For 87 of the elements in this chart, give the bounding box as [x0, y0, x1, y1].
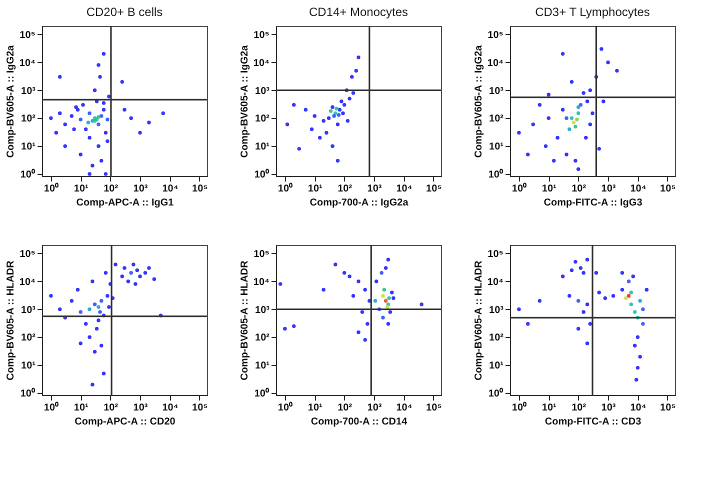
x-axis-title: Comp-APC-A :: CD20: [74, 416, 176, 428]
y-axis-title: Comp-BV605-A :: IgG2a: [239, 44, 250, 158]
x-tick-label: 10⁵: [192, 184, 208, 194]
x-tick-label: 10⁴: [396, 184, 412, 194]
y-tick-label: 10³: [255, 304, 270, 316]
x-tick-label: 10⁴: [162, 402, 178, 414]
x-tick-label: 10²: [572, 402, 587, 414]
x-tick-label: 10²: [338, 402, 353, 414]
y-tick-label: 10⁵: [488, 248, 504, 260]
y-tick-label: 10⁰: [488, 388, 504, 400]
x-tick-label: 10⁰: [512, 402, 527, 414]
y-tick-label: 10³: [489, 304, 504, 316]
y-tick-label: 10¹: [489, 142, 504, 153]
y-tick-label: 10³: [255, 86, 270, 97]
x-tick-label: 10³: [367, 402, 382, 414]
x-tick-label: 10⁵: [426, 402, 442, 414]
y-tick-label: 10⁵: [488, 30, 504, 41]
x-tick-label: 10⁵: [426, 184, 442, 194]
y-tick-label: 10¹: [21, 360, 36, 372]
x-tick-label: 10¹: [74, 184, 90, 194]
y-axis-title: Comp-BV605-A :: IgG2a: [5, 44, 16, 158]
x-tick-label: 10⁰: [44, 182, 59, 194]
y-tick-label: 10³: [21, 304, 36, 316]
y-axis-title: Comp-BV605-A :: HLADR: [239, 260, 250, 380]
chart-title: CD20+ B cells: [86, 5, 163, 20]
y-tick-label: 10³: [489, 86, 504, 97]
y-tick-label: 10¹: [255, 142, 270, 153]
x-tick-label: 10⁵: [660, 402, 676, 414]
x-tick-label: 10⁵: [660, 184, 676, 194]
y-tick-label: 10⁴: [19, 276, 36, 288]
x-tick-label: 10³: [601, 402, 616, 414]
y-tick-label: 10⁵: [254, 30, 270, 41]
x-tick-label: 10⁴: [630, 184, 646, 194]
y-tick-label: 10²: [21, 332, 36, 344]
x-tick-label: 10⁵: [192, 402, 208, 414]
y-tick-label: 10²: [255, 332, 270, 344]
x-tick-label: 10³: [367, 184, 382, 194]
y-tick-label: 10⁴: [487, 276, 504, 288]
y-axis-title: Comp-BV605-A :: HLADR: [5, 260, 16, 380]
y-tick-label: 10²: [489, 114, 504, 125]
x-tick-label: 10¹: [542, 184, 558, 194]
y-tick-label: 10⁴: [253, 276, 270, 288]
y-tick-label: 10⁰: [20, 168, 36, 181]
x-tick-label: 10³: [133, 402, 148, 414]
x-axis-title: Comp-700-A :: IgG2a: [310, 198, 409, 208]
y-tick-label: 10⁵: [20, 30, 36, 41]
x-tick-label: 10⁰: [44, 402, 59, 414]
y-tick-label: 10⁴: [253, 58, 270, 69]
x-axis-title: Comp-APC-A :: IgG1: [76, 198, 174, 208]
x-tick-label: 10¹: [74, 402, 90, 414]
x-tick-label: 10²: [104, 184, 119, 194]
x-tick-label: 10¹: [542, 402, 558, 414]
y-tick-label: 10⁵: [20, 248, 36, 260]
y-tick-label: 10²: [21, 114, 36, 125]
x-tick-label: 10⁰: [512, 182, 527, 194]
y-tick-label: 10⁴: [19, 58, 36, 69]
x-tick-label: 10⁴: [630, 402, 646, 414]
chart-title: CD14+ Monocytes: [308, 5, 408, 20]
y-tick-label: 10⁰: [254, 388, 270, 400]
y-axis-title: Comp-BV605-A :: IgG2a: [473, 44, 484, 158]
x-tick-label: 10³: [601, 184, 616, 194]
x-tick-label: 10⁴: [396, 402, 412, 414]
y-tick-label: 10⁰: [488, 168, 504, 181]
x-tick-label: 10⁴: [162, 184, 178, 194]
y-tick-label: 10⁴: [487, 58, 504, 69]
y-tick-label: 10⁰: [20, 388, 36, 400]
y-tick-label: 10⁰: [254, 168, 270, 181]
y-tick-label: 10¹: [255, 360, 270, 372]
x-axis-title: Comp-700-A :: CD14: [310, 416, 408, 428]
x-tick-label: 10²: [104, 402, 119, 414]
x-tick-label: 10¹: [308, 184, 324, 194]
y-tick-label: 10¹: [21, 142, 36, 153]
x-tick-label: 10⁰: [278, 182, 293, 194]
y-tick-label: 10¹: [489, 360, 504, 372]
y-tick-label: 10²: [489, 332, 504, 344]
y-tick-label: 10³: [21, 86, 36, 97]
x-axis-title: Comp-FITC-A :: IgG3: [544, 198, 643, 208]
y-tick-label: 10⁵: [254, 248, 270, 260]
chart-title: CD3+ T Lymphocytes: [535, 5, 650, 20]
y-tick-label: 10²: [255, 114, 270, 125]
x-tick-label: 10²: [572, 184, 587, 194]
x-tick-label: 10³: [133, 184, 148, 194]
x-tick-label: 10²: [338, 184, 353, 194]
x-tick-label: 10⁰: [278, 402, 293, 414]
x-tick-label: 10¹: [308, 402, 324, 414]
y-axis-title: Comp-BV605-A :: HLADR: [473, 260, 484, 380]
x-axis-title: Comp-FITC-A :: CD3: [544, 416, 642, 428]
